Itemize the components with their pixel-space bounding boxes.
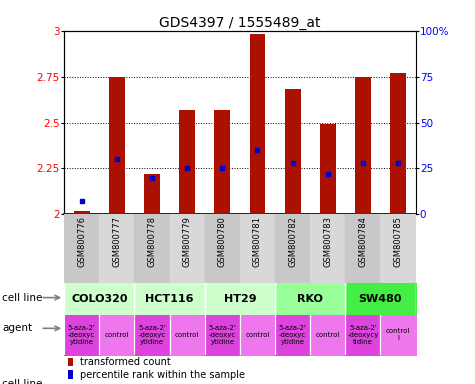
Text: control: control — [245, 332, 270, 338]
Text: percentile rank within the sample: percentile rank within the sample — [80, 370, 245, 380]
Bar — [67, 370, 73, 379]
Text: GSM800777: GSM800777 — [113, 216, 121, 266]
Text: GSM800779: GSM800779 — [183, 216, 191, 266]
Text: GSM800781: GSM800781 — [253, 216, 262, 266]
Bar — [275, 214, 310, 283]
Bar — [170, 214, 205, 283]
Text: GSM800784: GSM800784 — [359, 216, 367, 266]
Bar — [240, 214, 275, 283]
Bar — [144, 174, 160, 214]
Text: control: control — [104, 332, 129, 338]
Text: GSM800780: GSM800780 — [218, 216, 227, 266]
Text: cell line: cell line — [2, 379, 43, 384]
Text: SW480: SW480 — [359, 294, 402, 304]
Bar — [99, 214, 134, 283]
Bar — [134, 214, 170, 283]
Text: 5-aza-2'
-deoxyc
ytidine: 5-aza-2' -deoxyc ytidine — [279, 325, 306, 345]
Bar — [390, 73, 406, 214]
Text: HT29: HT29 — [224, 294, 256, 304]
Text: HCT116: HCT116 — [145, 294, 194, 304]
Bar — [285, 89, 301, 214]
Bar — [249, 35, 266, 214]
Text: 5-aza-2'
-deoxyc
ytidine: 5-aza-2' -deoxyc ytidine — [209, 325, 236, 345]
Bar — [310, 214, 345, 283]
Text: COLO320: COLO320 — [71, 294, 127, 304]
Bar — [320, 124, 336, 214]
Text: 5-aza-2'
-deoxycy
tidine: 5-aza-2' -deoxycy tidine — [347, 325, 379, 345]
Text: GSM800782: GSM800782 — [288, 216, 297, 266]
Text: control: control — [175, 332, 199, 338]
Text: transformed count: transformed count — [80, 357, 171, 367]
Text: GSM800778: GSM800778 — [148, 216, 156, 266]
Text: agent: agent — [2, 323, 32, 333]
Bar — [67, 358, 73, 366]
Text: cell line: cell line — [2, 293, 43, 303]
Bar — [179, 110, 195, 214]
Text: 5-aza-2'
-deoxyc
ytidine: 5-aza-2' -deoxyc ytidine — [68, 325, 95, 345]
Bar — [355, 77, 371, 214]
Bar — [345, 214, 380, 283]
Bar — [74, 210, 90, 214]
Bar — [214, 110, 230, 214]
Text: 5-aza-2'
-deoxyc
ytidine: 5-aza-2' -deoxyc ytidine — [138, 325, 166, 345]
Title: GDS4397 / 1555489_at: GDS4397 / 1555489_at — [159, 16, 321, 30]
Text: control: control — [315, 332, 340, 338]
Text: RKO: RKO — [297, 294, 323, 304]
Text: GSM800783: GSM800783 — [323, 216, 332, 266]
Bar — [64, 214, 99, 283]
Bar — [109, 77, 125, 214]
Text: control
l: control l — [386, 328, 410, 341]
Bar — [380, 214, 416, 283]
Text: GSM800785: GSM800785 — [394, 216, 402, 266]
Text: GSM800776: GSM800776 — [77, 216, 86, 266]
Bar — [205, 214, 240, 283]
